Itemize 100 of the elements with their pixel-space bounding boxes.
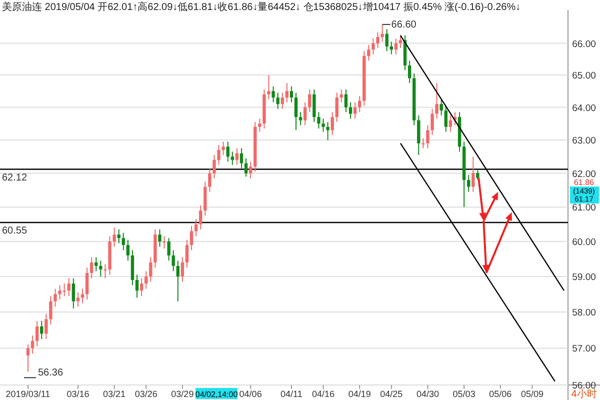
candlestick <box>385 28 388 52</box>
annotation: 66.60 <box>391 19 417 30</box>
candlestick <box>285 82 289 103</box>
candlestick <box>99 260 102 277</box>
candlestick <box>330 112 334 136</box>
candlestick <box>35 320 39 347</box>
candlestick <box>172 250 175 272</box>
candlestick <box>167 238 170 262</box>
candlestick <box>80 288 84 304</box>
candlestick <box>290 86 294 103</box>
candlestick <box>140 278 144 296</box>
candlestick <box>248 161 252 179</box>
candlestick <box>444 105 448 132</box>
x-tick-label: 04/19 <box>348 389 371 399</box>
x-tick-label: 03/21 <box>103 389 126 399</box>
candlestick <box>67 278 70 296</box>
y-tick-label: 60.00 <box>572 237 596 248</box>
y-tick-label: 57.00 <box>572 344 596 355</box>
candlestick <box>217 144 220 166</box>
y-tick-label: 66.00 <box>572 38 596 50</box>
y-tick-label: 61.00 <box>572 202 596 214</box>
candlestick <box>112 227 116 248</box>
candlestick <box>44 313 48 340</box>
candlestick <box>430 108 434 136</box>
x-tick-label: 04/30 <box>416 389 439 399</box>
candlestick <box>185 239 189 268</box>
candlestick <box>230 151 234 166</box>
ref-line-label: 62.12 <box>2 172 28 184</box>
candlestick <box>162 236 166 249</box>
candlestick <box>244 158 248 178</box>
candlestick <box>204 181 207 216</box>
candlestick <box>267 74 270 100</box>
candlestick <box>194 218 198 237</box>
ref-line-label: 60.55 <box>2 226 28 237</box>
candlestick <box>126 239 130 262</box>
x-tick-label: 03/16 <box>66 389 90 399</box>
x-tick-label: 05/06 <box>489 389 512 399</box>
candlestick <box>272 86 275 103</box>
candlestick <box>49 295 52 326</box>
candlestick <box>280 92 284 110</box>
candlestick <box>222 141 225 156</box>
candlestick <box>303 102 307 126</box>
candlestick <box>348 102 352 120</box>
annotation: 56.36 <box>38 368 64 379</box>
candlestick <box>208 168 212 192</box>
candlestick <box>276 92 280 110</box>
candlestick <box>199 204 202 230</box>
candlestick <box>72 278 76 309</box>
candlestick <box>294 92 298 131</box>
candlestick <box>417 114 420 156</box>
candlestick <box>440 98 443 116</box>
candlestick <box>376 32 380 49</box>
candlestick <box>240 148 244 169</box>
text: 61.86 <box>574 178 595 188</box>
candlestick <box>190 225 194 251</box>
y-tick-label: 62.00 <box>572 168 596 180</box>
x-tick-label: 04/16 <box>312 389 335 399</box>
candlestick <box>212 154 216 179</box>
candlestick <box>344 88 348 113</box>
y-tick-label: 65.00 <box>572 70 596 82</box>
x-tick-label: 05/09 <box>520 389 544 399</box>
candlestick <box>104 264 107 279</box>
candlestick <box>353 102 357 120</box>
text: 4小时 <box>571 388 597 400</box>
x-tick-label: 2019/03/11 <box>6 389 50 399</box>
candlestick <box>326 121 330 141</box>
y-tick-label: 63.00 <box>572 136 596 147</box>
candlestick <box>54 288 57 308</box>
candlestick <box>426 124 430 149</box>
candlestick <box>149 256 152 282</box>
candlestick <box>144 270 148 290</box>
candlestick <box>26 344 30 372</box>
candlestick <box>135 274 139 298</box>
candlestick <box>308 88 312 113</box>
chart-title: 美原油连 2019/05/04 开62.01↑高62.09↓低61.81↓收61.86↓量64452↓ 仓15368025↓增10417 振0.45% 涨(-0.16)-0.26%↓ <box>2 1 521 13</box>
candlestick <box>358 95 362 113</box>
candlestick <box>90 256 94 279</box>
candlestick <box>422 138 425 149</box>
y-tick-label: 58.00 <box>572 308 596 319</box>
x-tick-label: 04/11 <box>280 389 302 399</box>
candlestick <box>312 88 316 122</box>
x-tick-label: 03/29 <box>171 389 194 399</box>
y-tick-label: 59.00 <box>572 272 596 283</box>
x-tick-label: 04/06 <box>239 389 262 399</box>
candlestick <box>122 232 125 251</box>
x-tick-label: 05/03 <box>452 389 476 399</box>
x-tick-label: 04/25 <box>380 389 403 399</box>
candlestick <box>367 44 370 62</box>
candlestick <box>380 24 384 42</box>
candlestick <box>298 112 302 126</box>
candlestick <box>180 256 184 282</box>
candlestick <box>435 82 438 120</box>
candlestick <box>226 141 230 162</box>
candlestick <box>467 174 470 192</box>
candlestick <box>398 34 402 49</box>
candlestick <box>30 334 34 354</box>
candlestick <box>472 156 475 192</box>
candlestick <box>117 228 120 244</box>
candlestick <box>448 114 452 132</box>
candlestick <box>408 60 412 84</box>
